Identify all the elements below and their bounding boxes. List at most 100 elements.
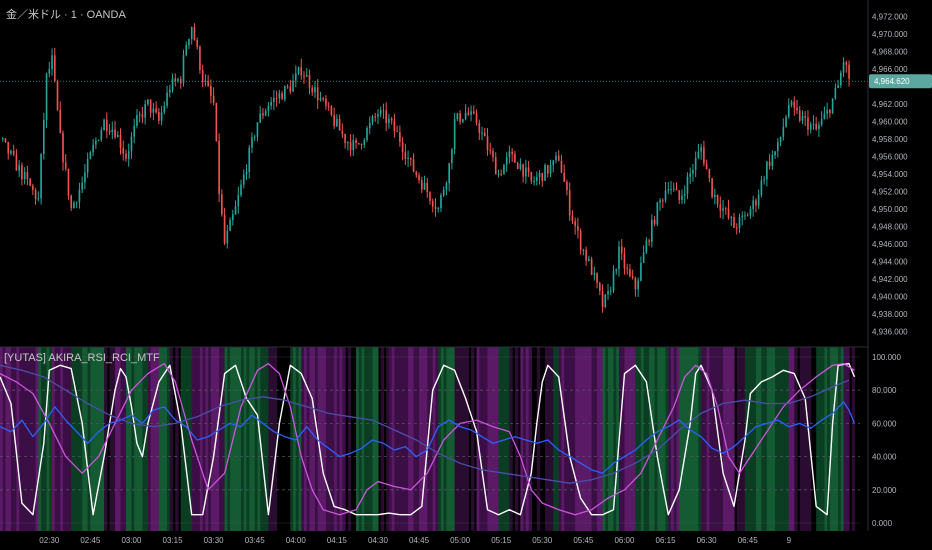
candle[interactable] — [525, 159, 527, 184]
candle[interactable] — [771, 150, 774, 170]
candle[interactable] — [253, 134, 256, 142]
candle[interactable] — [634, 276, 637, 297]
candle[interactable] — [796, 99, 798, 115]
candle[interactable] — [494, 152, 497, 175]
candle[interactable] — [815, 116, 817, 131]
candle[interactable] — [848, 60, 850, 87]
candle[interactable] — [505, 152, 508, 172]
candle[interactable] — [418, 172, 420, 184]
candle[interactable] — [708, 168, 711, 183]
candle[interactable] — [511, 148, 513, 162]
indicator-series-line-1[interactable] — [0, 362, 856, 516]
candle[interactable] — [190, 26, 193, 45]
candle[interactable] — [341, 123, 344, 138]
candle[interactable] — [89, 150, 92, 160]
candle[interactable] — [92, 138, 94, 157]
candle[interactable] — [412, 153, 415, 173]
candle[interactable] — [185, 41, 188, 57]
candle[interactable] — [73, 200, 75, 209]
candle[interactable] — [1, 137, 4, 142]
candle[interactable] — [834, 83, 837, 100]
candle[interactable] — [442, 186, 445, 197]
candle[interactable] — [661, 198, 664, 208]
candle[interactable] — [719, 196, 722, 219]
candle[interactable] — [459, 110, 461, 125]
candle[interactable] — [664, 181, 667, 203]
candle[interactable] — [363, 138, 366, 148]
candle[interactable] — [262, 107, 264, 120]
candle[interactable] — [588, 255, 590, 262]
candle[interactable] — [12, 144, 15, 157]
candle[interactable] — [166, 85, 168, 109]
candle[interactable] — [681, 189, 683, 205]
candle[interactable] — [429, 191, 431, 205]
candle[interactable] — [338, 114, 341, 131]
candle[interactable] — [486, 127, 489, 156]
candle[interactable] — [349, 134, 352, 157]
candle[interactable] — [182, 49, 185, 87]
candle[interactable] — [456, 112, 459, 122]
candle[interactable] — [226, 224, 229, 249]
candle[interactable] — [385, 102, 387, 132]
candle[interactable] — [64, 154, 67, 172]
candle[interactable] — [316, 79, 319, 109]
candle[interactable] — [245, 164, 248, 181]
candle[interactable] — [807, 110, 809, 136]
candle[interactable] — [160, 105, 163, 126]
candle[interactable] — [322, 96, 325, 102]
candle[interactable] — [70, 194, 73, 211]
candle[interactable] — [533, 176, 535, 186]
candle[interactable] — [314, 81, 316, 98]
candle[interactable] — [125, 149, 127, 162]
candle[interactable] — [122, 140, 125, 161]
candle[interactable] — [333, 107, 335, 129]
candle[interactable] — [259, 105, 262, 124]
candle[interactable] — [601, 284, 604, 313]
candle[interactable] — [798, 106, 801, 123]
candle[interactable] — [155, 101, 157, 114]
candle[interactable] — [842, 57, 845, 78]
candle[interactable] — [667, 181, 670, 195]
candle[interactable] — [67, 168, 70, 200]
indicator-title[interactable]: [YUTAS] AKIRA_RSI_RCI_MTF — [4, 352, 160, 364]
candle[interactable] — [546, 164, 549, 178]
candle[interactable] — [733, 212, 735, 228]
candle[interactable] — [344, 133, 346, 149]
candle[interactable] — [818, 121, 820, 137]
candle[interactable] — [201, 64, 204, 88]
candle[interactable] — [675, 182, 678, 191]
candle[interactable] — [555, 151, 557, 164]
candle[interactable] — [352, 134, 355, 157]
candle[interactable] — [574, 217, 576, 235]
candle[interactable] — [434, 198, 437, 217]
candle[interactable] — [141, 106, 144, 124]
candle[interactable] — [705, 159, 708, 170]
candle[interactable] — [508, 145, 511, 164]
candle[interactable] — [29, 177, 31, 187]
candle[interactable] — [711, 177, 713, 199]
candle[interactable] — [568, 182, 571, 221]
candle[interactable] — [149, 99, 152, 118]
candle[interactable] — [86, 152, 89, 178]
candle[interactable] — [18, 160, 20, 178]
indicator-lines[interactable] — [0, 362, 856, 516]
candle[interactable] — [357, 143, 360, 145]
candle[interactable] — [420, 176, 423, 194]
candle[interactable] — [541, 172, 544, 187]
candle[interactable] — [144, 99, 146, 125]
candle[interactable] — [645, 237, 648, 255]
candle[interactable] — [426, 177, 429, 198]
candle[interactable] — [659, 197, 661, 211]
candle[interactable] — [741, 211, 744, 226]
candle[interactable] — [330, 105, 333, 117]
candle[interactable] — [535, 171, 538, 186]
candle[interactable] — [138, 111, 141, 123]
candle[interactable] — [264, 108, 267, 117]
candle[interactable] — [757, 189, 760, 210]
candle[interactable] — [399, 125, 401, 147]
candle[interactable] — [248, 144, 251, 179]
candle[interactable] — [360, 143, 363, 150]
candle[interactable] — [56, 79, 59, 111]
candle[interactable] — [618, 240, 620, 277]
